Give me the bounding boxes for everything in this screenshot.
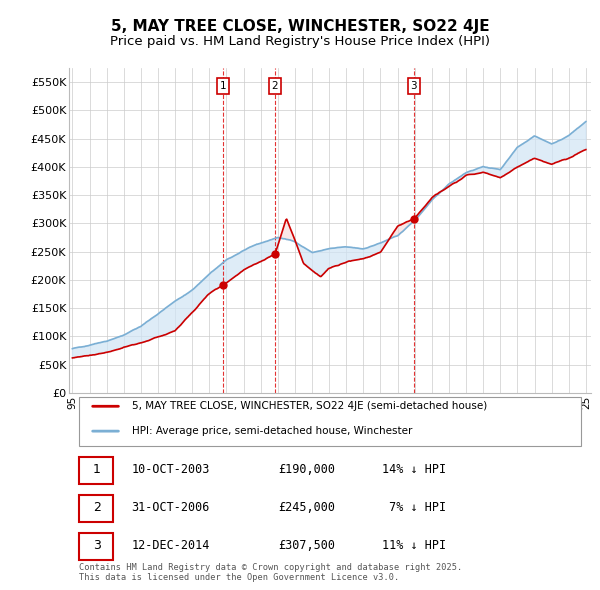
Text: 12-DEC-2014: 12-DEC-2014 — [131, 539, 210, 552]
Text: 31-OCT-2006: 31-OCT-2006 — [131, 501, 210, 514]
FancyBboxPatch shape — [79, 495, 113, 522]
Text: 3: 3 — [93, 539, 101, 552]
Text: 1: 1 — [93, 463, 101, 476]
Text: 7% ↓ HPI: 7% ↓ HPI — [382, 501, 446, 514]
Text: 1: 1 — [220, 81, 226, 91]
Text: Contains HM Land Registry data © Crown copyright and database right 2025.
This d: Contains HM Land Registry data © Crown c… — [79, 563, 463, 582]
Text: 3: 3 — [410, 81, 417, 91]
Text: £245,000: £245,000 — [278, 501, 335, 514]
Text: 5, MAY TREE CLOSE, WINCHESTER, SO22 4JE (semi-detached house): 5, MAY TREE CLOSE, WINCHESTER, SO22 4JE … — [131, 401, 487, 411]
Text: 2: 2 — [93, 501, 101, 514]
Text: 5, MAY TREE CLOSE, WINCHESTER, SO22 4JE: 5, MAY TREE CLOSE, WINCHESTER, SO22 4JE — [110, 19, 490, 34]
Text: £307,500: £307,500 — [278, 539, 335, 552]
Text: 11% ↓ HPI: 11% ↓ HPI — [382, 539, 446, 552]
Text: 10-OCT-2003: 10-OCT-2003 — [131, 463, 210, 476]
FancyBboxPatch shape — [79, 533, 113, 560]
FancyBboxPatch shape — [79, 396, 581, 447]
Text: HPI: Average price, semi-detached house, Winchester: HPI: Average price, semi-detached house,… — [131, 426, 412, 436]
FancyBboxPatch shape — [79, 457, 113, 484]
Text: Price paid vs. HM Land Registry's House Price Index (HPI): Price paid vs. HM Land Registry's House … — [110, 35, 490, 48]
Text: 14% ↓ HPI: 14% ↓ HPI — [382, 463, 446, 476]
Text: 2: 2 — [272, 81, 278, 91]
Text: £190,000: £190,000 — [278, 463, 335, 476]
